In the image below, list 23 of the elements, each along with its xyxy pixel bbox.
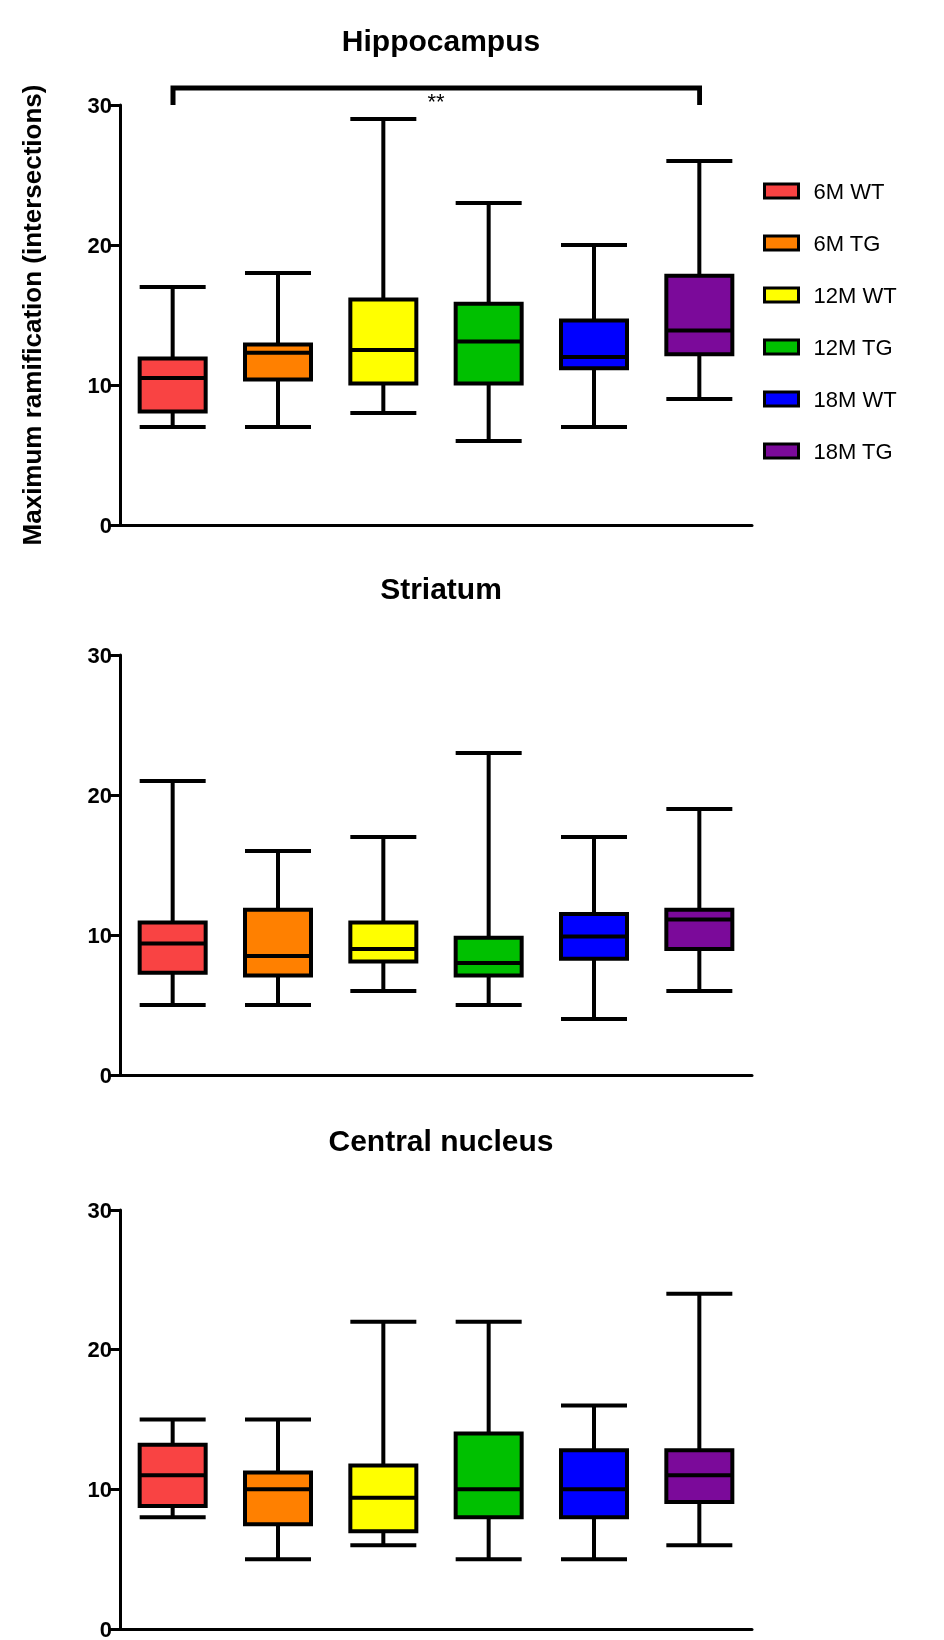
y-tick-label: 0: [99, 1062, 112, 1088]
chart-title: Central nucleus: [328, 1123, 554, 1157]
y-tick-label: 20: [87, 1337, 112, 1363]
legend-label: 12M TG: [813, 334, 893, 360]
chart-title: Hippocampus: [341, 23, 541, 57]
y-tick-label: 10: [87, 1476, 112, 1502]
y-tick-label: 10: [87, 922, 112, 948]
y-tick-label: 0: [99, 1616, 112, 1640]
legend-label: 18M TG: [813, 438, 893, 464]
y-tick-label: 20: [87, 782, 112, 808]
y-tick-label: 20: [87, 232, 112, 258]
y-tick-label: 30: [87, 642, 112, 668]
legend-label: 18M WT: [813, 386, 897, 412]
legend-label: 6M TG: [813, 230, 881, 256]
y-axis-title: Maximum ramification (intersections): [17, 84, 47, 546]
legend-label: 12M WT: [813, 282, 897, 308]
chart-title: Striatum: [380, 571, 502, 605]
legend-label: 6M WT: [813, 178, 885, 204]
y-tick-label: 0: [99, 512, 112, 538]
annotation: **: [427, 89, 445, 115]
y-tick-label: 30: [87, 1197, 112, 1223]
y-tick-label: 30: [87, 92, 112, 118]
y-tick-label: 10: [87, 372, 112, 398]
